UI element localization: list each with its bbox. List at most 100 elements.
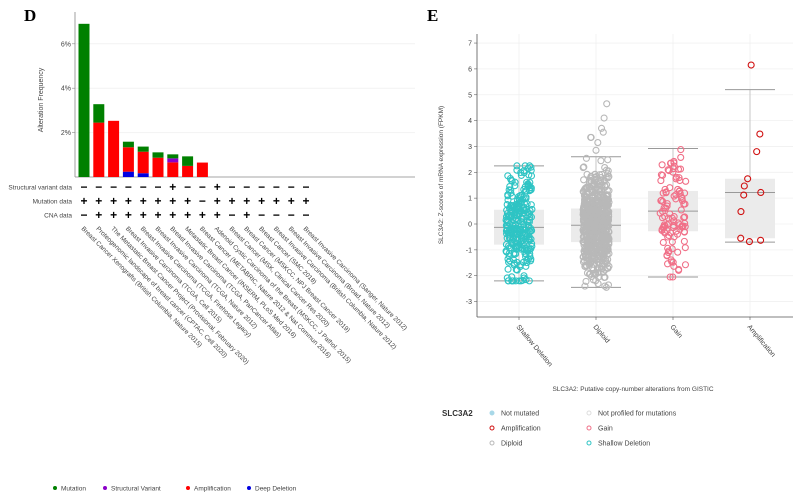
data-point bbox=[508, 204, 517, 212]
data-point bbox=[676, 221, 684, 229]
data-point bbox=[600, 205, 608, 213]
data-point bbox=[587, 241, 595, 249]
x-axis-label: SLC3A2: Putative copy-number alterations… bbox=[552, 386, 713, 393]
data-point bbox=[591, 227, 599, 235]
data-point bbox=[756, 130, 764, 138]
box bbox=[725, 178, 775, 239]
x-tick-label: Gain bbox=[668, 324, 683, 340]
data-point bbox=[597, 265, 605, 273]
legend-swatch bbox=[586, 440, 592, 446]
data-point bbox=[583, 254, 591, 262]
data-point bbox=[587, 133, 595, 141]
y-axis-label: SLC3A2: Z-scores of mRNA expression (FPK… bbox=[438, 106, 445, 244]
data-point bbox=[657, 196, 666, 204]
legend-swatch bbox=[103, 486, 107, 490]
legend-label: Amplification bbox=[501, 426, 541, 433]
y-tick-label: 4% bbox=[61, 86, 71, 93]
data-point bbox=[597, 124, 606, 132]
data-point bbox=[579, 164, 587, 172]
data-point bbox=[503, 274, 511, 282]
data-point bbox=[675, 174, 683, 182]
mrna-expression-boxplot: -3 -2 -1 0 1 2 3 4 5 6 7 SLC3A2: Z-scores of mRNA e… bbox=[438, 34, 793, 448]
data-point bbox=[669, 165, 677, 173]
plus-icon: + bbox=[214, 180, 221, 194]
data-point bbox=[508, 273, 516, 281]
data-point bbox=[591, 170, 599, 178]
data-point bbox=[740, 182, 748, 190]
data-point bbox=[503, 217, 511, 225]
data-point bbox=[664, 244, 672, 252]
data-point bbox=[512, 266, 520, 274]
bar-amplification bbox=[108, 120, 120, 177]
data-point bbox=[604, 156, 612, 164]
data-point bbox=[659, 238, 667, 247]
data-point bbox=[589, 252, 597, 260]
plus-icon: + bbox=[169, 208, 176, 222]
data-point bbox=[592, 179, 600, 187]
data-point bbox=[582, 154, 590, 162]
data-point bbox=[581, 282, 589, 290]
data-point bbox=[737, 234, 745, 242]
data-point bbox=[515, 200, 523, 208]
data-point bbox=[661, 212, 669, 221]
legend-label: Shallow Deletion bbox=[598, 441, 650, 448]
data-point bbox=[505, 258, 513, 266]
y-tick-label: -1 bbox=[466, 247, 472, 254]
data-point bbox=[594, 177, 602, 185]
data-point bbox=[585, 190, 593, 198]
data-point bbox=[597, 157, 605, 165]
plus-icon: + bbox=[95, 194, 102, 208]
x-tick-label: Shallow Deletion bbox=[514, 324, 553, 369]
plus-icon: + bbox=[95, 208, 102, 222]
data-point bbox=[668, 245, 676, 253]
plus-icon: + bbox=[154, 194, 161, 208]
plus-icon: + bbox=[243, 194, 250, 208]
data-point bbox=[583, 208, 591, 216]
legend-label: Gain bbox=[598, 426, 613, 433]
data-point bbox=[747, 61, 755, 69]
bar-mutation bbox=[93, 104, 105, 123]
data-point bbox=[587, 208, 595, 216]
data-point bbox=[592, 244, 600, 252]
data-point bbox=[603, 242, 611, 250]
y-tick-label: 2% bbox=[61, 130, 71, 137]
data-point bbox=[525, 255, 533, 263]
data-point bbox=[588, 264, 596, 272]
data-point bbox=[600, 273, 608, 281]
legend-label: Amplification bbox=[194, 486, 231, 493]
data-point bbox=[592, 146, 600, 154]
data-point bbox=[588, 246, 596, 254]
data-point bbox=[657, 171, 665, 179]
minus-icon: − bbox=[154, 180, 161, 194]
data-point bbox=[604, 195, 612, 203]
data-point bbox=[603, 250, 611, 258]
data-point bbox=[504, 192, 512, 200]
data-point bbox=[513, 204, 521, 212]
data-point bbox=[681, 213, 689, 221]
bar-amplification bbox=[93, 122, 105, 177]
data-point bbox=[666, 273, 674, 281]
data-point bbox=[580, 176, 588, 184]
data-point bbox=[599, 193, 607, 201]
data-point bbox=[604, 174, 612, 182]
data-point bbox=[504, 265, 512, 273]
data-point bbox=[664, 233, 672, 241]
minus-icon: − bbox=[140, 180, 147, 194]
minus-icon: − bbox=[184, 180, 191, 194]
data-point bbox=[670, 192, 678, 200]
data-point bbox=[514, 235, 522, 243]
data-point bbox=[503, 209, 512, 218]
data-point bbox=[604, 246, 612, 254]
plus-icon: + bbox=[140, 208, 147, 222]
data-point bbox=[520, 169, 528, 177]
legend-label: Not mutated bbox=[501, 411, 539, 418]
legend-label: Diploid bbox=[501, 441, 523, 448]
minus-icon: − bbox=[302, 180, 309, 194]
data-point bbox=[658, 161, 666, 169]
panel-d-letter: D bbox=[24, 6, 36, 25]
minus-icon: − bbox=[258, 208, 265, 222]
plus-icon: + bbox=[288, 194, 295, 208]
data-point bbox=[513, 162, 521, 170]
minus-icon: − bbox=[125, 180, 132, 194]
